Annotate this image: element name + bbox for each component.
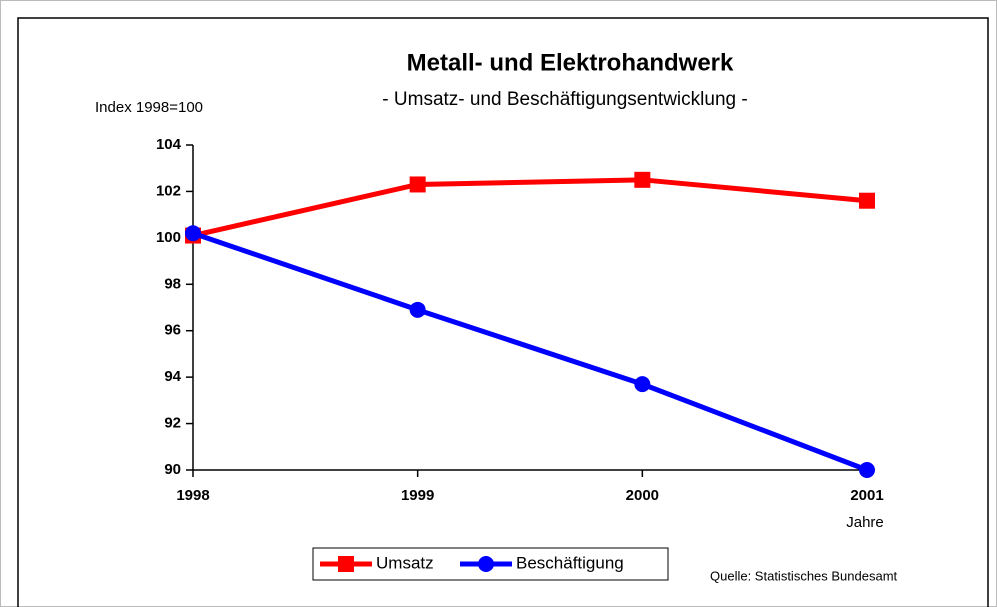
marker — [409, 176, 426, 193]
source-note: Quelle: Statistisches Bundesamt — [710, 568, 898, 583]
y-tick-label: 104 — [156, 136, 182, 153]
x-tick-label: 1999 — [401, 487, 434, 504]
y-axis-label: Index 1998=100 — [95, 99, 203, 116]
legend-marker — [338, 556, 354, 572]
chart-frame — [17, 17, 989, 607]
y-tick-label: 92 — [164, 415, 181, 432]
chart-subtitle: - Umsatz- und Beschäftigungsentwicklung … — [382, 89, 747, 110]
marker — [409, 301, 426, 318]
marker — [634, 171, 651, 188]
marker — [859, 462, 875, 478]
y-tick-label: 94 — [164, 368, 181, 385]
y-tick-label: 102 — [156, 182, 181, 199]
y-tick-label: 96 — [164, 322, 181, 339]
legend-label: Umsatz — [376, 553, 434, 572]
x-tick-label: 2001 — [850, 487, 883, 504]
y-tick-label: 100 — [156, 229, 181, 246]
y-tick-label: 90 — [164, 461, 181, 478]
series-line — [192, 177, 868, 238]
chart-title: Metall- und Elektrohandwerk — [407, 49, 734, 76]
marker — [185, 225, 201, 242]
series-line — [192, 230, 868, 473]
legend-marker — [478, 556, 494, 572]
marker — [634, 376, 651, 393]
marker — [859, 192, 875, 209]
x-tick-label: 2000 — [626, 487, 659, 504]
x-tick-label: 1998 — [176, 487, 209, 504]
y-tick-label: 98 — [164, 275, 181, 292]
legend-label: Beschäftigung — [516, 553, 624, 572]
x-axis-label: Jahre — [846, 514, 884, 531]
